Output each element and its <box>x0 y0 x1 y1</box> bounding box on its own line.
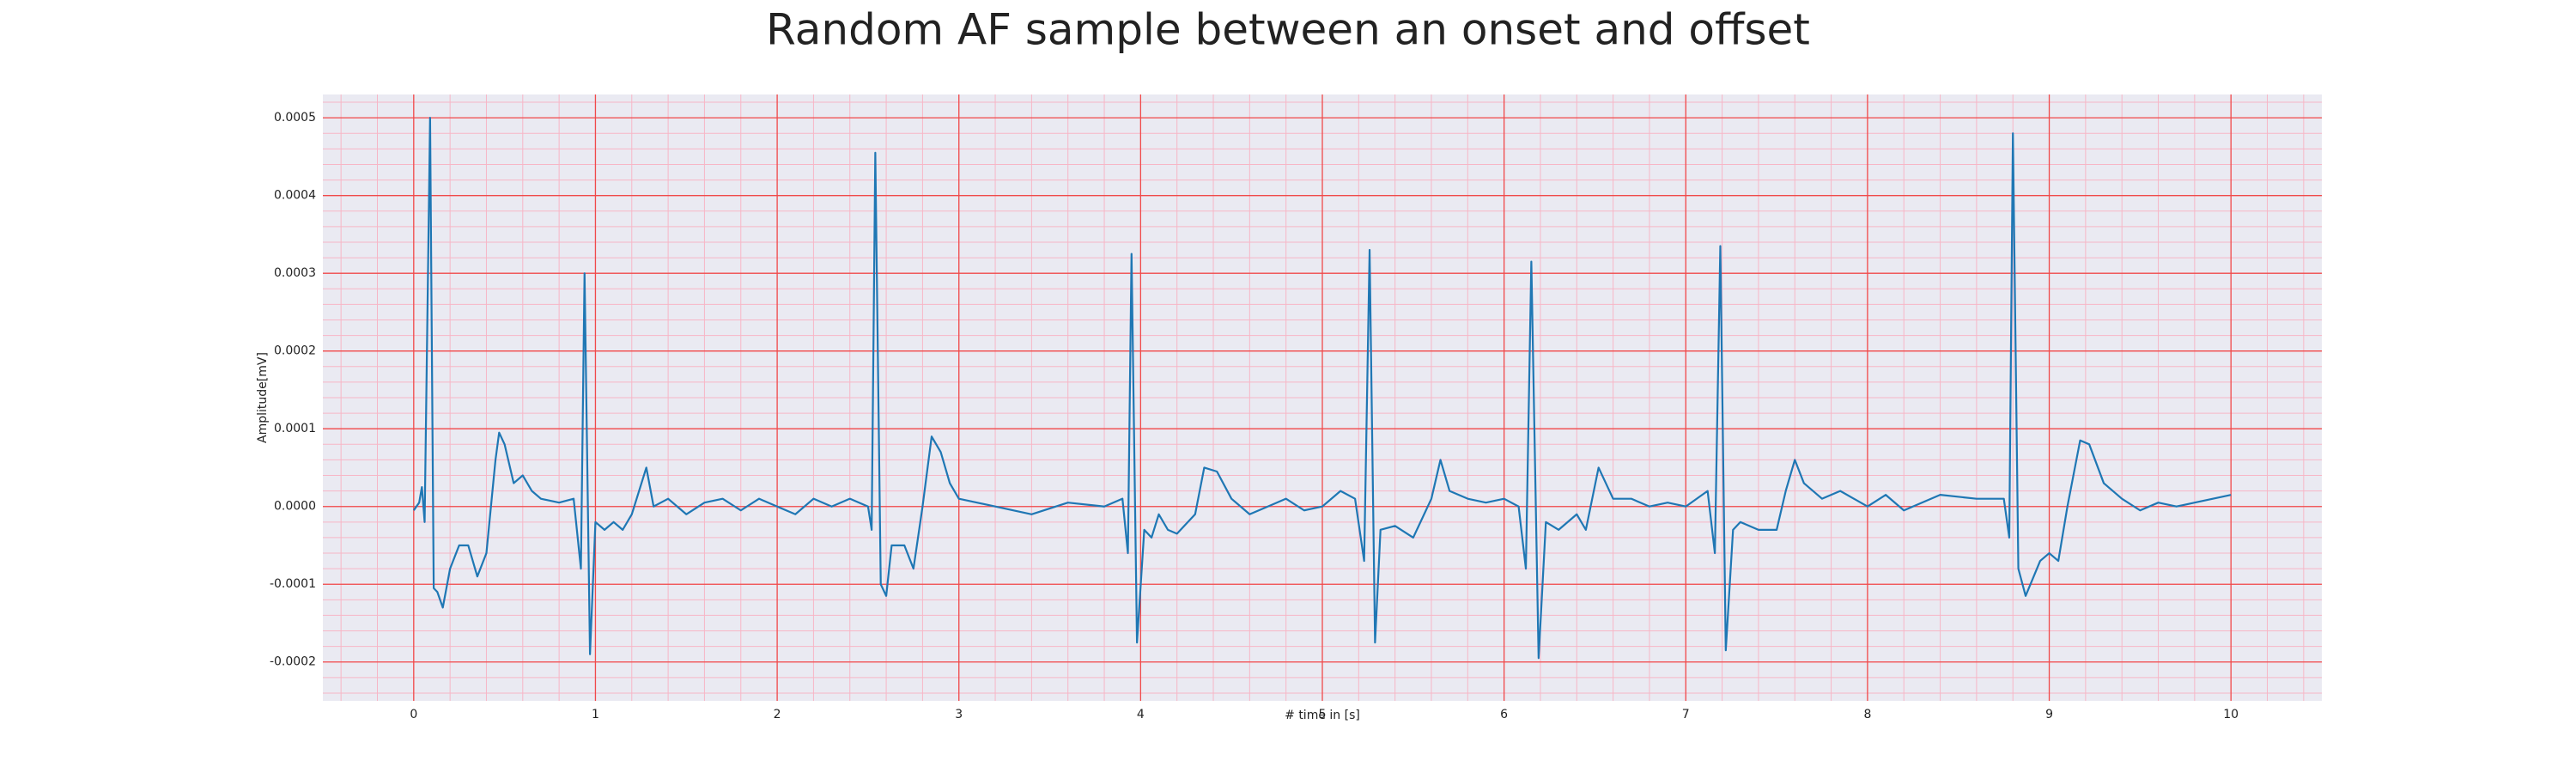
x-tick-label: 2 <box>774 708 781 721</box>
x-axis-label: # time in [s] <box>1285 709 1360 722</box>
y-axis-label: Amplitude[mV] <box>256 352 270 443</box>
y-tick-label: -0.0001 <box>270 577 316 591</box>
chart-title: Random AF sample between an onset and of… <box>766 5 1810 55</box>
y-tick-label: 0.0002 <box>274 344 316 358</box>
y-tick-label: 0.0000 <box>274 500 316 514</box>
x-tick-label: 0 <box>410 708 417 721</box>
x-tick-label: 8 <box>1863 708 1871 721</box>
x-tick-label: 4 <box>1137 708 1145 721</box>
x-tick-label: 3 <box>955 708 963 721</box>
x-tick-label: 1 <box>592 708 599 721</box>
signal-line <box>412 117 2232 660</box>
x-tick-label: 7 <box>1682 708 1690 721</box>
x-tick-label: 9 <box>2045 708 2053 721</box>
y-tick-label: 0.0003 <box>274 266 316 280</box>
y-tick-label: 0.0001 <box>274 422 316 435</box>
y-tick-label: 0.0005 <box>274 111 316 125</box>
y-tick-label: 0.0004 <box>274 189 316 203</box>
x-tick-label: 10 <box>2223 708 2239 721</box>
y-tick-label: -0.0002 <box>270 655 316 669</box>
x-tick-label: 6 <box>1500 708 1508 721</box>
x-tick-label: 5 <box>1319 708 1327 721</box>
